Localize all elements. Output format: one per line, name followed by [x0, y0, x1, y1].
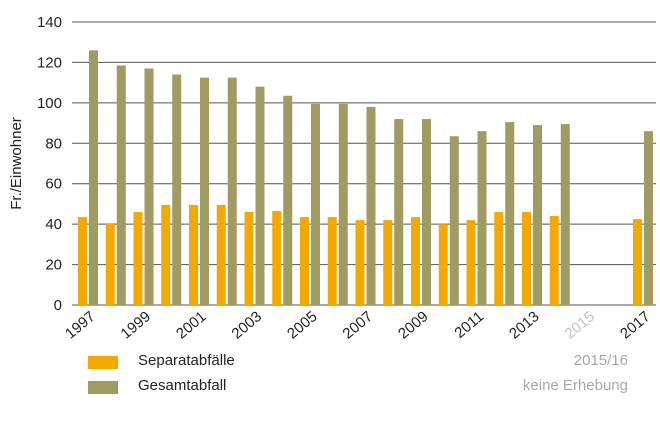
bar-gesamtabfall-2008 — [394, 119, 404, 306]
bar-separatabfaelle-2000 — [161, 204, 171, 305]
bar-separatabfaelle-1997 — [78, 217, 87, 305]
legend: Separatabfälle 2015/16 Gesamtabfall kein… — [88, 352, 628, 402]
bar-gesamtabfall-2011 — [477, 131, 487, 305]
bar-separatabfaelle-2001 — [189, 204, 198, 305]
bar-gesamtabfall-2005 — [311, 103, 320, 305]
bar-gesamtabfall-1999 — [144, 68, 154, 305]
bar-gesamtabfall-2004 — [283, 95, 293, 306]
bar-separatabfaelle-2006 — [327, 217, 337, 305]
note-period: 2015/16 — [573, 352, 628, 369]
bars — [78, 50, 653, 306]
bar-gesamtabfall-1997 — [89, 50, 98, 305]
bar-gesamtabfall-2003 — [255, 86, 265, 305]
bar-separatabfaelle-2013 — [522, 212, 531, 305]
bar-gesamtabfall-2010 — [449, 136, 459, 305]
x-axis-ticks: 1997 1999 2001 2003 2005 2007 2009 2011 2013 2015… — [62, 308, 653, 342]
bar-gesamtabfall-2012 — [505, 122, 515, 305]
y-tick-label-20: 20 — [45, 257, 62, 274]
y-tick-label-40: 40 — [45, 216, 62, 233]
bar-separatabfaelle-2017 — [633, 219, 642, 305]
y-tick-label-0: 0 — [54, 297, 62, 314]
x-tick-label-1997: 1997 — [62, 308, 98, 342]
bar-gesamtabfall-2006 — [338, 103, 348, 305]
bar-separatabfaelle-2003 — [244, 212, 254, 305]
y-tick-label-80: 80 — [45, 135, 62, 152]
bar-gesamtabfall-2009 — [422, 119, 431, 306]
chart: 0 20 40 60 80 100 120 140 1997 1999 2001 2003 2005 2… — [8, 14, 656, 343]
y-tick-label-140: 140 — [37, 14, 62, 31]
bar-separatabfaelle-1998 — [105, 223, 115, 305]
x-tick-label-2005: 2005 — [284, 308, 320, 342]
bar-gesamtabfall-2013 — [533, 125, 542, 305]
bar-separatabfaelle-2010 — [438, 224, 448, 305]
x-tick-label-2001: 2001 — [173, 308, 209, 342]
bar-separatabfaelle-2014 — [549, 216, 559, 305]
bar-gesamtabfall-2000 — [172, 74, 182, 305]
x-tick-label-2015: 2015 — [562, 308, 598, 342]
bar-separatabfaelle-2007 — [355, 220, 365, 305]
bar-gesamtabfall-2002 — [227, 77, 237, 305]
bar-separatabfaelle-2009 — [411, 217, 420, 305]
y-tick-label-100: 100 — [37, 95, 62, 112]
note-no-survey: keine Erhebung — [522, 377, 628, 394]
x-tick-label-2011: 2011 — [451, 308, 487, 342]
y-axis-label: Fr./Einwohner — [8, 117, 25, 210]
x-tick-label-2007: 2007 — [340, 308, 376, 342]
bar-separatabfaelle-2004 — [272, 211, 282, 305]
legend-item-separatabfaelle: Separatabfälle 2015/16 — [88, 352, 628, 374]
bar-separatabfaelle-2012 — [494, 212, 504, 305]
y-tick-label-60: 60 — [45, 176, 62, 193]
bar-separatabfaelle-2002 — [216, 204, 226, 305]
legend-item-gesamtabfall: Gesamtabfall keine Erhebung — [88, 377, 628, 399]
bar-gesamtabfall-2007 — [366, 106, 376, 306]
bar-gesamtabfall-1998 — [116, 65, 126, 305]
x-tick-label-2013: 2013 — [506, 308, 542, 342]
bar-separatabfaelle-1999 — [133, 212, 143, 305]
y-tick-label-120: 120 — [37, 54, 62, 71]
bar-gesamtabfall-2001 — [200, 77, 209, 305]
legend-label-gesamtabfall: Gesamtabfall — [138, 377, 227, 394]
bar-gesamtabfall-2014 — [560, 124, 570, 305]
x-tick-label-2003: 2003 — [229, 308, 265, 342]
bar-gesamtabfall-2017 — [644, 131, 653, 305]
legend-label-separatabfaelle: Separatabfälle — [138, 352, 235, 369]
bar-separatabfaelle-2005 — [300, 217, 309, 305]
bar-separatabfaelle-2011 — [466, 220, 476, 305]
bar-separatabfaelle-2008 — [383, 220, 393, 305]
y-axis-ticks: 0 20 40 60 80 100 120 140 — [37, 14, 62, 314]
legend-swatch-separatabfaelle — [88, 356, 118, 369]
legend-swatch-gesamtabfall — [88, 381, 118, 394]
x-tick-label-1999: 1999 — [118, 308, 154, 342]
x-tick-label-2017: 2017 — [617, 308, 653, 342]
x-tick-label-2009: 2009 — [395, 308, 431, 342]
